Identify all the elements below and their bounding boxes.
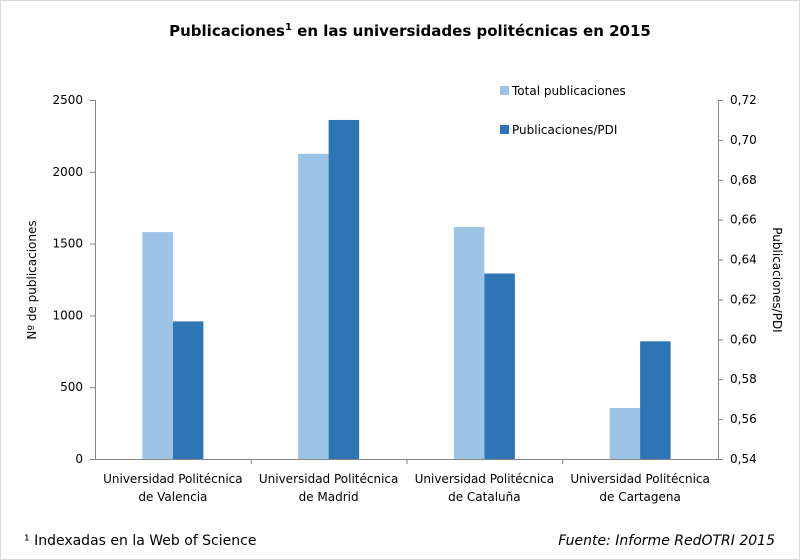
legend-label-pdi: Publicaciones/PDI <box>512 123 617 137</box>
y2-tick-label: 0,66 <box>730 213 757 227</box>
x-tick-label: Universidad Politécnica <box>259 472 399 486</box>
y2-tick-label: 0,68 <box>730 173 757 187</box>
y-axis-label: Nº de publicaciones <box>25 220 39 339</box>
x-tick-label: de Cataluña <box>448 490 521 504</box>
footnote: ¹ Indexadas en la Web of Science <box>24 533 256 549</box>
y-tick-label: 0 <box>75 452 83 466</box>
y-tick-label: 1500 <box>52 237 83 251</box>
legend: Total publicaciones Publicaciones/PDI <box>500 84 626 137</box>
x-tick-label: de Cartagena <box>599 490 681 504</box>
y2-tick-label: 0,72 <box>730 93 757 107</box>
y2-tick-label: 0,58 <box>730 372 757 386</box>
y-tick-label: 2000 <box>52 165 83 179</box>
bar-publicaciones-pdi <box>640 341 671 459</box>
y2-tick-label: 0,60 <box>730 332 757 346</box>
bar-publicaciones-pdi <box>484 273 515 459</box>
bar-publicaciones-pdi <box>328 119 360 459</box>
legend-label-total: Total publicaciones <box>511 84 626 98</box>
bar-total-publicaciones <box>298 153 329 459</box>
source-note: Fuente: Informe RedOTRI 2015 <box>558 533 775 549</box>
chart-title: Publicaciones1 en las universidades poli… <box>169 22 651 40</box>
bar-publicaciones-pdi <box>172 321 204 459</box>
y-tick-label: 500 <box>60 380 83 394</box>
bar-total-publicaciones <box>453 227 485 459</box>
bar-total-publicaciones <box>609 408 641 459</box>
x-tick-label: Universidad Politécnica <box>415 472 555 486</box>
y2-tick-label: 0,54 <box>730 452 757 466</box>
y2-axis-label: Publicaciones/PDI <box>770 227 784 332</box>
legend-swatch-pdi <box>500 125 509 134</box>
y2-tick-label: 0,64 <box>730 253 757 267</box>
y-tick-label: 1000 <box>52 308 83 322</box>
y2-tick-label: 0,62 <box>730 292 757 306</box>
x-tick-label: de Madrid <box>299 490 359 504</box>
x-tick-label: Universidad Politécnica <box>570 472 710 486</box>
legend-swatch-total <box>500 86 509 95</box>
y2-tick-label: 0,70 <box>730 133 757 147</box>
x-tick-label: Universidad Politécnica <box>103 472 243 486</box>
y2-tick-label: 0,56 <box>730 412 757 426</box>
y-tick-label: 2500 <box>52 93 83 107</box>
bar-total-publicaciones <box>142 232 173 459</box>
x-tick-label: de Valencia <box>138 490 207 504</box>
